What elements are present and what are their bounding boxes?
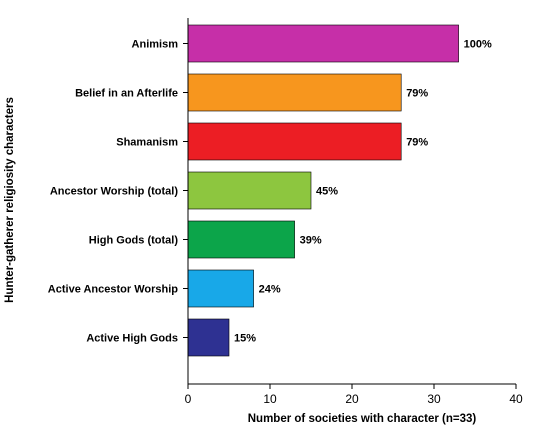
bar-ancestor-worship-total [187,171,312,210]
percent-label-active-ancestor-worship: 24% [259,284,281,296]
percent-label-active-high-gods: 15% [234,333,256,345]
percent-label-shamanism: 79% [406,137,428,149]
bar-high-gods-total [187,220,295,259]
percent-label-high-gods-total: 39% [300,235,322,247]
bars-group [187,24,459,357]
x-tick-label-20: 20 [345,392,359,406]
bar-shamanism [187,122,402,161]
category-label-ancestor-worship-total: Ancestor Worship (total) [50,186,178,198]
bar-belief-in-an-afterlife [187,73,402,112]
category-label-high-gods-total: High Gods (total) [89,235,179,247]
category-label-animism: Animism [132,39,179,51]
category-labels: Animism Belief in an Afterlife Shamanism An… [48,39,188,345]
bar-active-high-gods [187,318,230,357]
category-label-active-ancestor-worship: Active Ancestor Worship [48,284,178,296]
percent-label-animism: 100% [464,39,492,51]
x-tick-label-30: 30 [427,392,441,406]
axes: 0 10 20 30 40 [185,18,523,406]
category-label-belief-in-an-afterlife: Belief in an Afterlife [75,88,178,100]
bar-active-ancestor-worship [187,269,254,308]
x-axis-title: Number of societies with character (n=33… [248,413,477,425]
bar-animism [187,24,459,63]
x-tick-label-40: 40 [509,392,523,406]
percent-label-ancestor-worship-total: 45% [316,186,338,198]
percent-label-belief-in-an-afterlife: 79% [406,88,428,100]
x-tick-label-0: 0 [185,392,192,406]
category-label-active-high-gods: Active High Gods [86,333,178,345]
percent-labels: 100% 79% 79% 45% 39% 24% 15% [234,39,492,345]
x-ticks: 0 10 20 30 40 [185,384,523,406]
x-tick-label-10: 10 [263,392,277,406]
category-label-shamanism: Shamanism [116,137,178,149]
y-axis-title: Hunter-gatherer religiosity characters [4,97,16,303]
